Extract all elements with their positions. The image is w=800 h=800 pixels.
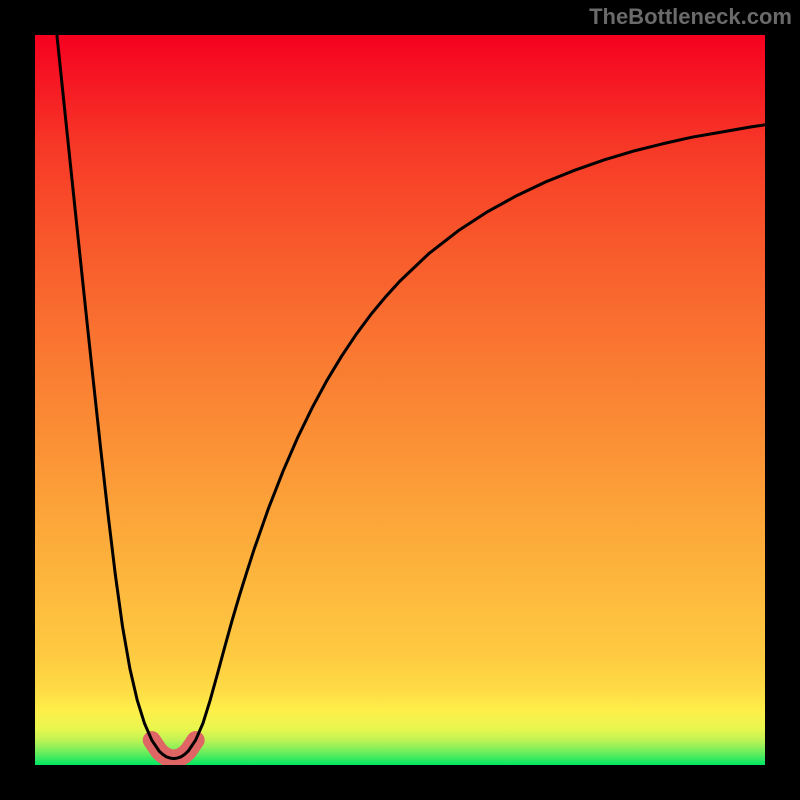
- main-curve-line: [57, 35, 765, 759]
- watermark-text: TheBottleneck.com: [589, 4, 792, 30]
- chart-plot-area: [35, 35, 765, 765]
- chart-curve-layer: [35, 35, 765, 765]
